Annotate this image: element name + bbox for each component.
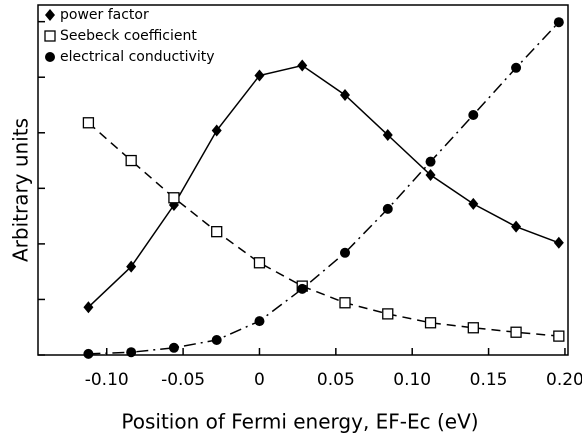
marker-square (82, 117, 95, 129)
marker-circle (254, 316, 265, 327)
legend-label: Seebeck coefficient (60, 28, 197, 44)
marker-circle (83, 348, 94, 359)
marker-diamond (83, 301, 94, 314)
marker-circle (340, 247, 351, 258)
marker-diamond (553, 236, 564, 249)
series-line (88, 21, 560, 355)
marker-diamond (297, 59, 308, 72)
marker-circle (297, 283, 308, 294)
marker-square (510, 326, 522, 338)
x-tick-label: 0.20 (546, 370, 582, 390)
marker-square (253, 257, 266, 269)
marker-circle (168, 342, 179, 353)
marker-circle (511, 62, 522, 73)
series-line (87, 64, 560, 308)
x-tick-label: 0 (254, 370, 265, 390)
marker-square (168, 192, 180, 204)
plot-frame (37, 4, 569, 356)
marker-square (553, 330, 565, 342)
marker-diamond (511, 220, 522, 233)
marker-circle (468, 110, 479, 120)
marker-diamond (468, 197, 479, 210)
marker-square (467, 322, 479, 334)
marker-circle (553, 17, 564, 28)
marker-circle (126, 347, 137, 358)
legend-marker (45, 52, 55, 62)
x-tick-label: 0.15 (470, 370, 508, 390)
marker-square (382, 308, 394, 320)
legend-marker (45, 9, 55, 21)
series-line (87, 122, 559, 337)
marker-square (125, 154, 137, 167)
legend-label: power factor (60, 7, 149, 23)
legend-marker (44, 30, 56, 42)
marker-square (424, 317, 437, 329)
x-axis-label: Position of Fermi energy, EF-Ec (eV) (121, 410, 478, 434)
marker-circle (211, 335, 222, 345)
marker-circle (425, 156, 436, 167)
marker-square (339, 297, 351, 309)
x-tick-label: -0.05 (161, 370, 205, 390)
x-tick-label: 0.10 (393, 370, 431, 390)
marker-circle (382, 203, 393, 214)
x-tick-label: -0.10 (85, 370, 129, 390)
legend-label: electrical conductivity (60, 49, 215, 65)
marker-diamond (254, 69, 265, 82)
y-axis-label: Arbitrary units (9, 118, 33, 262)
marker-square (211, 226, 223, 238)
marker-diamond (340, 89, 351, 101)
marker-diamond (425, 169, 436, 181)
marker-diamond (382, 129, 393, 141)
marker-diamond (126, 260, 137, 273)
x-tick-label: 0.05 (317, 370, 355, 390)
marker-diamond (211, 124, 222, 137)
